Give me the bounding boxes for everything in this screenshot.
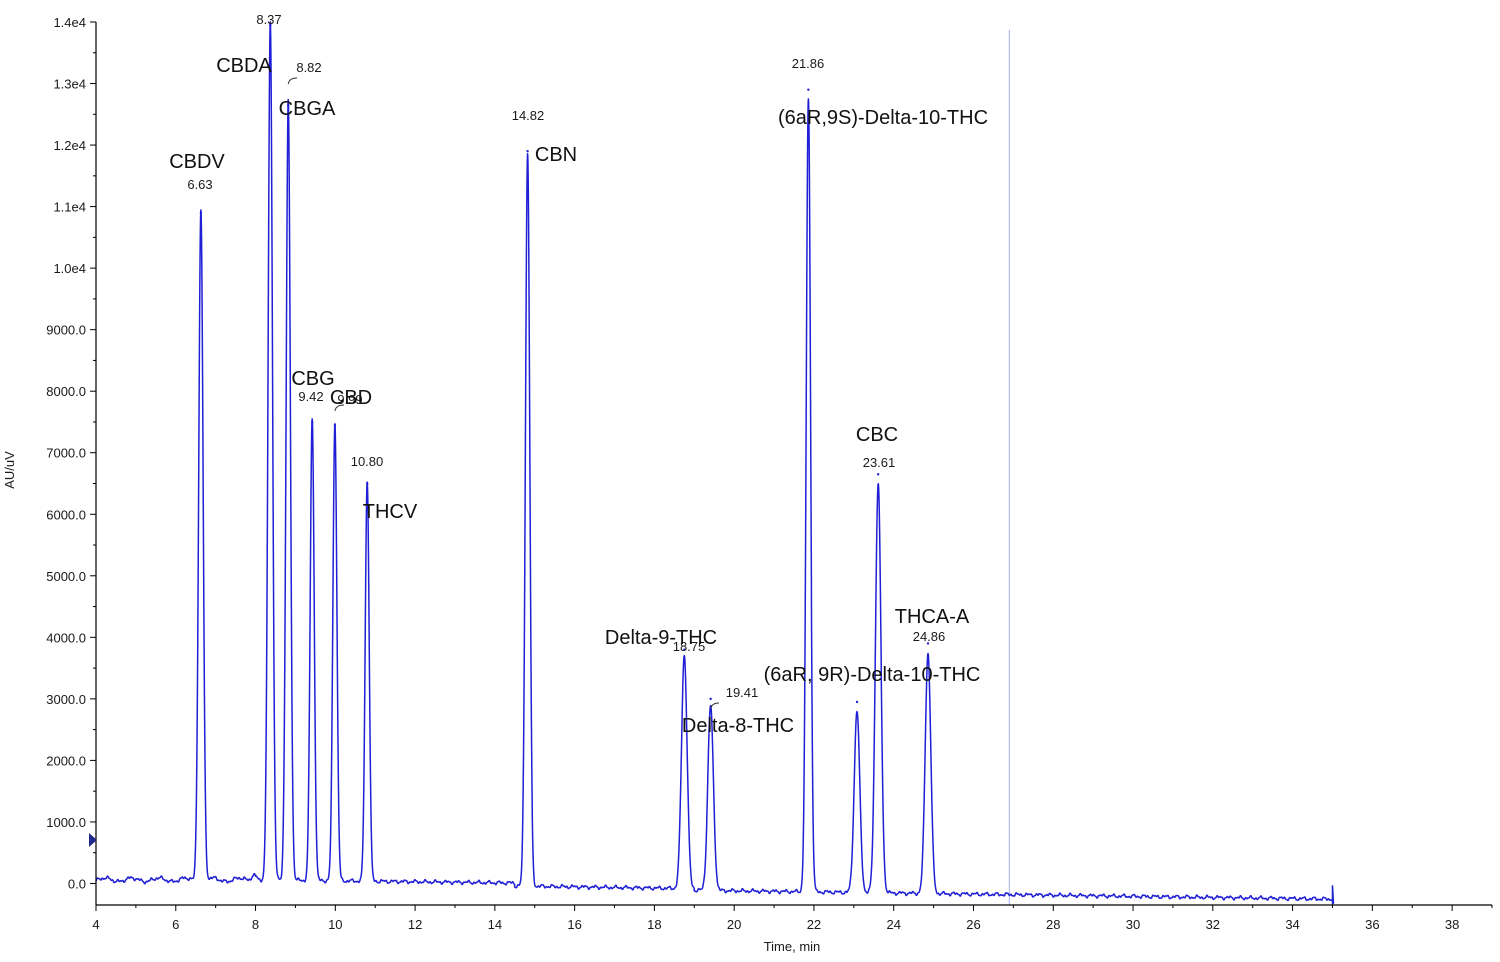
x-tick-label: 32 [1206, 917, 1220, 932]
y-tick-label: 1.4e4 [53, 15, 86, 30]
peak-apex-point[interactable] [199, 211, 203, 214]
peak-compound-label: Delta-9-THC [605, 627, 717, 649]
y-tick-label: 3000.0 [46, 692, 86, 707]
y-tick-label: 1.2e4 [53, 138, 86, 153]
peak-retention-time-label: 19.41 [726, 685, 759, 700]
peak-compound-label: THCA-A [895, 606, 970, 628]
peak-label-leader [287, 77, 298, 85]
chromatogram-trace[interactable] [95, 21, 1335, 905]
x-tick-label: 34 [1285, 917, 1299, 932]
peak-retention-time-label: 18.75 [673, 639, 706, 654]
x-tick-label: 30 [1126, 917, 1140, 932]
peak-compound-label: THCV [363, 501, 418, 523]
x-ticks-layer: 4 6 8 10 12 14 16 18 20 22 24 26 28 30 32 34 36 38 [92, 905, 1493, 932]
peak-retention-time-label: 6.63 [187, 177, 212, 192]
peak-apex-point[interactable] [269, 23, 272, 27]
peak-label-leader [334, 404, 345, 412]
y-tick-label: 7000.0 [46, 446, 86, 461]
y-tick-label: 4000.0 [46, 630, 86, 645]
x-tick-label: 8 [252, 917, 259, 932]
y-tick-label: 1.3e4 [53, 77, 86, 92]
peak-compound-label: CBD [330, 387, 372, 409]
x-tick-label: 20 [727, 917, 741, 932]
peak-apex-point[interactable] [807, 88, 810, 91]
peak-retention-time-label: 24.86 [913, 629, 946, 644]
y-tick-label: 8000.0 [46, 384, 86, 399]
peak-apex-point[interactable] [333, 423, 337, 427]
x-tick-label: 26 [966, 917, 980, 932]
x-tick-label: 38 [1445, 917, 1459, 932]
y-tick-label: 9000.0 [46, 323, 86, 338]
peak-apex-point[interactable] [855, 700, 859, 704]
y-tick-label: 1000.0 [46, 815, 86, 830]
y-axis-title: AU/uV [2, 451, 17, 489]
peak-retention-time-label: 9.99 [337, 392, 362, 407]
x-tick-label: 16 [567, 917, 581, 932]
peak-apex-point[interactable] [709, 697, 712, 701]
peak-compound-label: (6aR, 9R)-Delta-10-THC [764, 664, 981, 686]
x-tick-label: 12 [408, 917, 422, 932]
x-tick-label: 24 [886, 917, 900, 932]
y-tick-label: 1.0e4 [53, 261, 86, 276]
peak-retention-time-label: 14.82 [512, 108, 545, 123]
peak-apex-point[interactable] [526, 150, 529, 153]
peak-apex-point[interactable] [310, 420, 314, 424]
y-tick-label: 1.1e4 [53, 200, 86, 215]
x-tick-label: 14 [488, 917, 502, 932]
y-tick-label: 5000.0 [46, 569, 86, 584]
peak-retention-time-label: 9.42 [298, 389, 323, 404]
y-tick-label: 2000.0 [46, 753, 86, 768]
peak-label-leader [710, 702, 720, 710]
peak-retention-time-label: 23.61 [863, 455, 896, 470]
peak-retention-time-label: 8.37 [256, 12, 281, 27]
y-tick-label: 6000.0 [46, 507, 86, 522]
peak-compound-label: CBGA [279, 98, 336, 120]
peak-compound-label: CBC [856, 424, 898, 446]
peak-apex-point[interactable] [683, 648, 686, 651]
peak-compound-label: CBG [291, 368, 334, 390]
y-ticks-layer: 0.0 1000.0 2000.0 3000.0 4000.0 5000.0 6000.0 7… [46, 15, 96, 891]
peak-retention-time-label: 10.80 [351, 454, 384, 469]
peak-retention-time-label: 8.82 [296, 60, 321, 75]
x-axis-title: Time, min [764, 939, 821, 954]
peak-apex-point[interactable] [366, 482, 369, 485]
peak-compound-label: CBN [535, 144, 577, 166]
y-axis-cursor-marker[interactable] [89, 833, 97, 847]
x-tick-label: 10 [328, 917, 342, 932]
x-tick-label: 6 [172, 917, 179, 932]
x-tick-label: 4 [92, 917, 99, 932]
x-tick-label: 28 [1046, 917, 1060, 932]
peak-apex-point[interactable] [287, 103, 290, 107]
peak-compound-label: CBDA [216, 55, 272, 77]
x-tick-label: 36 [1365, 917, 1379, 932]
peak-compound-label: Delta-8-THC [682, 715, 794, 737]
peak-compound-label: (6aR,9S)-Delta-10-THC [778, 107, 988, 129]
peak-apex-point[interactable] [926, 642, 930, 645]
peak-apex-point[interactable] [876, 473, 880, 476]
y-tick-label: 0.0 [68, 876, 86, 891]
x-tick-label: 22 [807, 917, 821, 932]
trace-layer [95, 21, 1335, 905]
x-tick-label: 18 [647, 917, 661, 932]
peak-compound-label: CBDV [169, 151, 225, 173]
peak-retention-time-label: 21.86 [792, 56, 825, 71]
axes-layer [89, 22, 1492, 906]
